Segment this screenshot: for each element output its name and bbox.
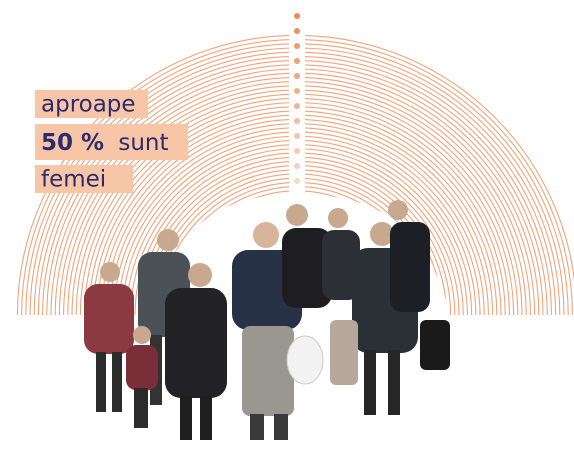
bag (330, 320, 358, 385)
arc (304, 123, 489, 316)
arc (304, 106, 506, 316)
arc (304, 34, 574, 282)
label-word: sunt (118, 130, 168, 156)
arc (304, 127, 485, 316)
person (322, 208, 360, 300)
label-line: aproape (41, 92, 136, 118)
arc (304, 140, 473, 316)
dot (294, 148, 300, 154)
arc (304, 89, 523, 316)
dot (294, 103, 300, 109)
arc (304, 144, 468, 316)
arc (304, 47, 565, 316)
concentric-arcs (16, 34, 574, 316)
highlight-box (35, 165, 133, 193)
person (282, 204, 332, 308)
arc (304, 102, 510, 316)
dot (294, 118, 300, 124)
arc (304, 110, 502, 316)
highlight-box (35, 90, 148, 118)
highlight-box (35, 124, 188, 160)
person (126, 326, 158, 428)
arc (304, 39, 573, 316)
arc (79, 97, 290, 316)
photo-crowd (84, 194, 450, 440)
highlight-number: 50 % (41, 130, 104, 156)
arc (304, 81, 531, 316)
arc (88, 106, 290, 316)
arc (304, 64, 548, 316)
text-block: aproape 50 % sunt femei (35, 90, 188, 193)
arc (92, 110, 290, 316)
arc (75, 93, 290, 316)
arc (117, 135, 290, 316)
arc (16, 34, 290, 316)
arc (304, 55, 557, 316)
dot (294, 58, 300, 64)
arc (304, 68, 544, 316)
arc (304, 72, 540, 316)
arc (304, 85, 527, 316)
label-line: 50 % sunt (41, 130, 169, 156)
dot (294, 88, 300, 94)
dot (294, 43, 300, 49)
arc (121, 140, 290, 316)
arc (304, 43, 569, 316)
arc (304, 148, 464, 316)
arc (130, 148, 290, 316)
arc (84, 102, 290, 316)
person (388, 200, 430, 312)
person (165, 263, 227, 440)
dot (294, 163, 300, 169)
arc (304, 93, 519, 316)
dot (294, 13, 300, 19)
arc (126, 144, 290, 316)
label-line: femei (41, 167, 106, 193)
arc (304, 114, 498, 316)
arc (304, 119, 494, 316)
arc (304, 76, 536, 316)
arc (304, 161, 452, 316)
arc (21, 39, 290, 316)
arc (304, 97, 515, 316)
arc (304, 152, 460, 316)
person (352, 222, 450, 415)
arc (304, 60, 552, 316)
arc (304, 156, 456, 316)
dot (294, 28, 300, 34)
arc (304, 131, 481, 316)
arc (304, 135, 477, 316)
dot (294, 73, 300, 79)
arc (304, 51, 561, 316)
person (84, 262, 134, 412)
dot (294, 133, 300, 139)
dot (294, 178, 300, 184)
dotted-line (294, 13, 300, 184)
